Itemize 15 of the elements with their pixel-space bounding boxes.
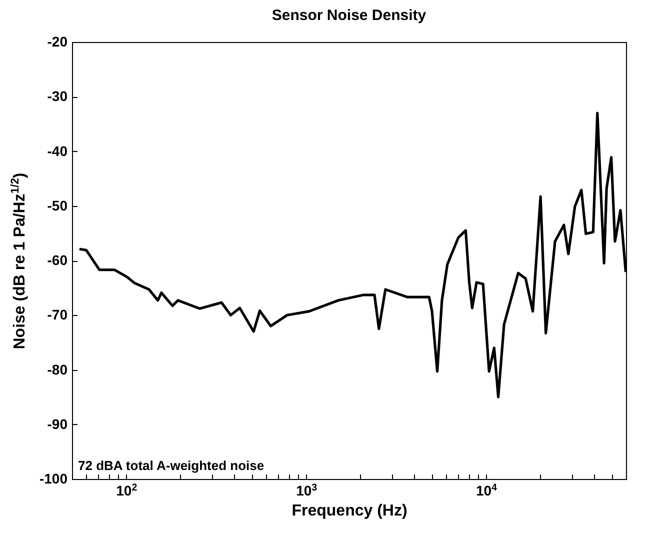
x-tick-label: 10$^{2}$ bbox=[116, 482, 138, 498]
x-tick-label: 10$^{3}$ bbox=[296, 482, 318, 498]
y-tick-label: -100 bbox=[39, 470, 68, 486]
y-tick-label: -20 bbox=[47, 34, 68, 50]
x-tick-label: 10$^{4}$ bbox=[476, 482, 498, 498]
y-tick-label: -50 bbox=[47, 197, 68, 214]
annotation: 72 dBA total A-weighted noise bbox=[78, 458, 264, 473]
y-tick-label: -30 bbox=[47, 88, 68, 104]
y-tick-label: -80 bbox=[47, 361, 68, 378]
y-tick-label: -60 bbox=[47, 252, 68, 268]
y-tick-label: -40 bbox=[47, 142, 68, 159]
chart-title: Sensor Noise Density bbox=[272, 7, 427, 24]
y-tick-label: -70 bbox=[47, 306, 68, 323]
x-axis-title: Frequency (Hz) bbox=[292, 502, 408, 520]
y-tick-label: -90 bbox=[47, 416, 68, 432]
